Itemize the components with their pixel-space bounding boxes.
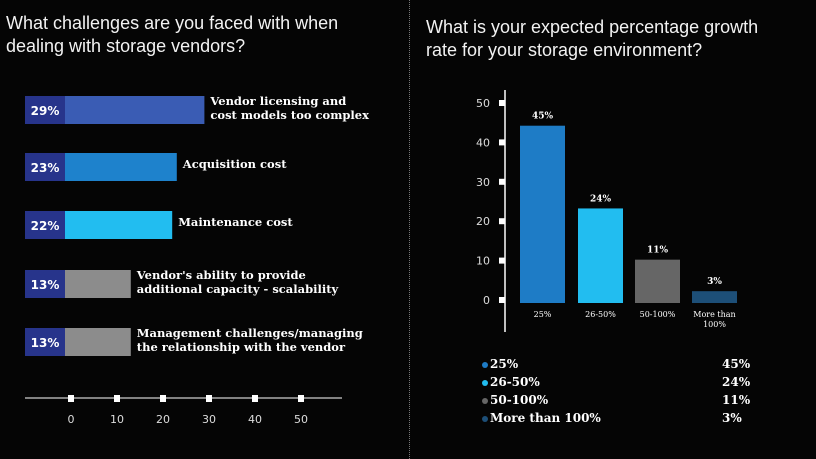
x-category-label: 100% xyxy=(703,320,726,329)
bar-value-label: 11% xyxy=(647,246,669,256)
bar-value-label: 13% xyxy=(31,336,60,350)
x-tick-label: 10 xyxy=(110,413,124,426)
category-label: Vendor licensing and xyxy=(209,94,346,108)
category-label: Management challenges/managing xyxy=(137,326,363,340)
bar xyxy=(578,208,623,303)
category-label: Vendor's ability to provide xyxy=(136,268,306,282)
bar-value-label: 24% xyxy=(590,194,612,204)
y-tick xyxy=(499,257,505,264)
divider xyxy=(409,0,410,459)
bar-value-box xyxy=(25,270,65,298)
legend-label-text: More than 100% xyxy=(490,411,601,425)
bar-value-box xyxy=(25,211,65,239)
legend-dot-icon xyxy=(482,380,488,386)
legend-dot-icon xyxy=(482,398,488,404)
x-category-label: 26-50% xyxy=(585,310,616,319)
x-category-label: 50-100% xyxy=(640,310,676,319)
bar xyxy=(520,125,565,303)
bar-value-box xyxy=(25,328,65,356)
legend-label: 26-50% xyxy=(482,375,540,389)
legend: 25% 45% 26-50% 24% 50-100% 11% More than 100% 3… xyxy=(482,355,752,427)
x-tick-label: 0 xyxy=(68,413,75,426)
bar-value-label: 29% xyxy=(31,104,60,118)
legend-item: 50-100% 11% xyxy=(482,391,752,409)
legend-value: 24% xyxy=(722,375,751,389)
bar-value-box xyxy=(25,153,65,181)
y-tick-label: 50 xyxy=(476,97,490,110)
y-tick xyxy=(499,139,505,146)
x-tick xyxy=(68,395,74,402)
legend-label-text: 26-50% xyxy=(490,375,540,389)
category-label: cost models too complex xyxy=(210,108,369,122)
y-tick-label: 0 xyxy=(483,294,490,307)
x-category-label: 25% xyxy=(534,310,552,319)
bar-value-label: 3% xyxy=(707,277,722,287)
x-category-label: More than xyxy=(693,310,735,319)
legend-item: 26-50% 24% xyxy=(482,373,752,391)
y-tick xyxy=(499,100,505,106)
bar xyxy=(635,259,680,303)
left-chart-title: What challenges are you faced with when … xyxy=(6,13,339,56)
bar-value-label: 45% xyxy=(532,112,554,122)
y-tick-label: 20 xyxy=(476,215,490,228)
y-tick-label: 10 xyxy=(476,255,490,268)
category-label: Maintenance cost xyxy=(178,215,293,229)
x-tick-label: 40 xyxy=(248,413,262,426)
bar-value-box xyxy=(25,96,65,124)
legend-value: 11% xyxy=(722,393,751,407)
y-tick-label: 30 xyxy=(476,176,490,189)
legend-label: 25% xyxy=(482,357,518,371)
legend-dot-icon xyxy=(482,416,488,422)
bar-value-label: 23% xyxy=(31,161,60,175)
legend-label: 50-100% xyxy=(482,393,548,407)
category-label: additional capacity - scalability xyxy=(137,282,339,296)
bar-value-label: 22% xyxy=(31,219,60,233)
x-tick xyxy=(298,395,304,402)
x-tick xyxy=(114,395,120,402)
x-tick-label: 30 xyxy=(202,413,216,426)
legend-value: 3% xyxy=(722,411,742,425)
legend-label: More than 100% xyxy=(482,411,601,425)
x-tick xyxy=(160,395,166,402)
bar xyxy=(692,291,737,303)
legend-value: 45% xyxy=(722,357,751,371)
x-tick-label: 50 xyxy=(294,413,308,426)
y-tick-label: 40 xyxy=(476,136,490,149)
x-tick-label: 20 xyxy=(156,413,170,426)
legend-label-text: 50-100% xyxy=(490,393,549,407)
right-chart-title: What is your expected percentage growth … xyxy=(426,17,759,60)
category-label: the relationship with the vendor xyxy=(137,340,346,354)
legend-item: 25% 45% xyxy=(482,355,752,373)
bar-value-label: 13% xyxy=(31,278,60,292)
x-tick xyxy=(252,395,258,402)
y-tick xyxy=(499,297,505,303)
y-tick xyxy=(499,178,505,185)
legend-item: More than 100% 3% xyxy=(482,409,752,427)
y-tick xyxy=(499,218,505,225)
x-tick xyxy=(206,395,212,402)
category-label: Acquisition cost xyxy=(182,157,287,171)
legend-dot-icon xyxy=(482,362,488,368)
legend-label-text: 25% xyxy=(490,357,519,371)
